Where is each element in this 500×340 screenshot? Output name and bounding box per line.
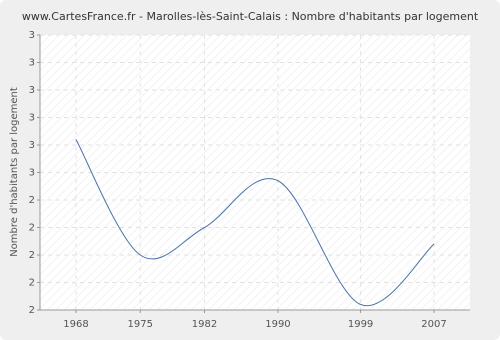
x-tick-label: 1968 <box>63 319 88 330</box>
x-tick-label: 1999 <box>348 319 373 330</box>
y-tick-label: 3 <box>29 85 35 96</box>
chart-title: www.CartesFrance.fr - Marolles-lès-Saint… <box>22 10 479 23</box>
y-axis-label: Nombre d'habitants par logement <box>9 87 20 257</box>
y-tick-label: 3 <box>29 30 35 41</box>
y-tick-label: 3 <box>29 140 35 151</box>
y-tick-label: 2 <box>29 250 35 261</box>
y-tick-label: 2 <box>29 305 35 316</box>
x-tick-label: 1975 <box>128 319 153 330</box>
y-tick-label: 3 <box>29 168 35 179</box>
y-tick-label: 3 <box>29 58 35 69</box>
y-tick-label: 3 <box>29 113 35 124</box>
y-tick-label: 2 <box>29 223 35 234</box>
y-tick-label: 2 <box>29 195 35 206</box>
line <box>75 139 435 307</box>
x-tick-label: 1982 <box>192 319 217 330</box>
y-tick-label: 2 <box>29 278 35 289</box>
x-tick-label: 2007 <box>421 319 446 330</box>
x-tick-label: 1990 <box>265 319 290 330</box>
plot-hatch <box>40 35 470 310</box>
